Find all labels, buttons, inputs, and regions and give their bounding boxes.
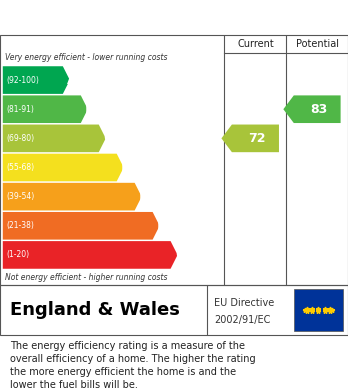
Text: Very energy efficient - lower running costs: Very energy efficient - lower running co… bbox=[5, 53, 168, 62]
Text: (92-100): (92-100) bbox=[6, 75, 39, 84]
Text: Energy Efficiency Rating: Energy Efficiency Rating bbox=[10, 10, 220, 25]
Text: (69-80): (69-80) bbox=[6, 134, 34, 143]
Text: The energy efficiency rating is a measure of the
overall efficiency of a home. T: The energy efficiency rating is a measur… bbox=[10, 341, 256, 390]
Text: Current: Current bbox=[237, 39, 274, 49]
Bar bbox=[294, 289, 343, 331]
Text: (81-91): (81-91) bbox=[6, 105, 34, 114]
Polygon shape bbox=[3, 66, 70, 94]
Text: 83: 83 bbox=[310, 103, 327, 116]
Text: (39-54): (39-54) bbox=[6, 192, 34, 201]
Text: Potential: Potential bbox=[296, 39, 339, 49]
Text: D: D bbox=[121, 160, 132, 174]
Polygon shape bbox=[3, 212, 160, 240]
Text: Not energy efficient - higher running costs: Not energy efficient - higher running co… bbox=[5, 273, 168, 282]
Text: A: A bbox=[67, 73, 78, 87]
Polygon shape bbox=[3, 154, 124, 181]
Text: EU Directive: EU Directive bbox=[214, 298, 274, 307]
Polygon shape bbox=[283, 95, 341, 123]
Polygon shape bbox=[3, 183, 142, 210]
Text: E: E bbox=[139, 190, 148, 204]
Text: F: F bbox=[157, 219, 166, 233]
Text: G: G bbox=[175, 248, 186, 262]
Text: 72: 72 bbox=[248, 132, 266, 145]
Text: (55-68): (55-68) bbox=[6, 163, 34, 172]
Polygon shape bbox=[221, 125, 279, 152]
Text: 2002/91/EC: 2002/91/EC bbox=[214, 315, 270, 325]
Polygon shape bbox=[3, 241, 177, 269]
Text: England & Wales: England & Wales bbox=[10, 301, 180, 319]
Text: (21-38): (21-38) bbox=[6, 221, 34, 230]
Text: B: B bbox=[85, 102, 96, 116]
Text: C: C bbox=[103, 131, 113, 145]
Text: (1-20): (1-20) bbox=[6, 250, 29, 260]
Polygon shape bbox=[3, 125, 106, 152]
Polygon shape bbox=[3, 95, 88, 123]
